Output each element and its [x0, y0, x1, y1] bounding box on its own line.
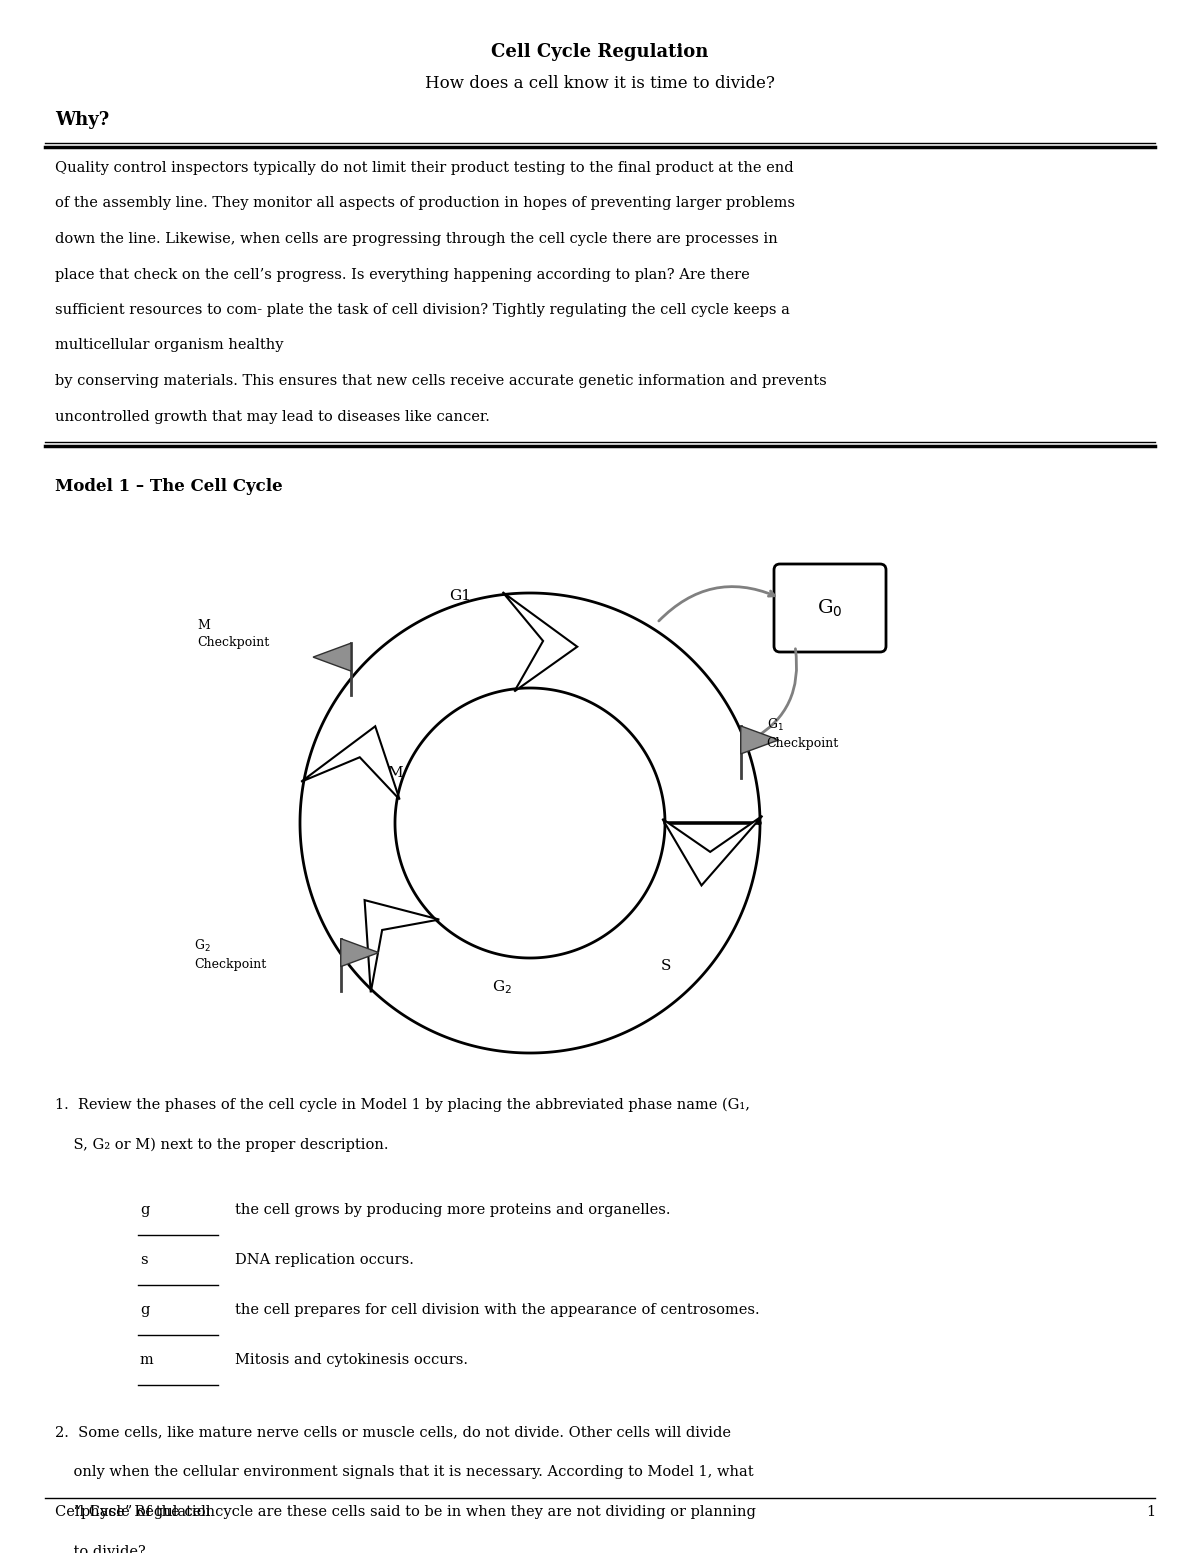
Text: G$_2$
Checkpoint: G$_2$ Checkpoint [193, 938, 266, 971]
Polygon shape [365, 901, 439, 992]
Text: “phase” of the cell cycle are these cells said to be in when they are not dividi: “phase” of the cell cycle are these cell… [55, 1505, 756, 1519]
Polygon shape [503, 592, 577, 691]
Text: Cell Cycle Regulation: Cell Cycle Regulation [55, 1505, 215, 1519]
Text: s: s [140, 1253, 148, 1267]
Text: G$_2$: G$_2$ [492, 978, 512, 995]
Text: G1: G1 [449, 589, 470, 603]
Text: multicellular organism healthy: multicellular organism healthy [55, 339, 283, 353]
Text: to divide?: to divide? [55, 1545, 145, 1553]
Text: G$_1$
Checkpoint: G$_1$ Checkpoint [767, 717, 839, 750]
Text: S: S [660, 960, 671, 974]
Text: Model 1 – The Cell Cycle: Model 1 – The Cell Cycle [55, 478, 283, 495]
Polygon shape [313, 643, 352, 671]
Text: G$_0$: G$_0$ [817, 598, 842, 618]
Text: uncontrolled growth that may lead to diseases like cancer.: uncontrolled growth that may lead to dis… [55, 410, 490, 424]
FancyBboxPatch shape [774, 564, 886, 652]
Text: 1.  Review the phases of the cell cycle in Model 1 by placing the abbreviated ph: 1. Review the phases of the cell cycle i… [55, 1098, 750, 1112]
Polygon shape [301, 727, 400, 800]
Text: Cell Cycle Regulation: Cell Cycle Regulation [491, 43, 709, 61]
Text: S, G₂ or M) next to the proper description.: S, G₂ or M) next to the proper descripti… [55, 1138, 389, 1152]
Polygon shape [300, 593, 760, 1053]
Text: How does a cell know it is time to divide?: How does a cell know it is time to divid… [425, 75, 775, 92]
Text: DNA replication occurs.: DNA replication occurs. [235, 1253, 414, 1267]
Text: place that check on the cell’s progress. Is everything happening according to pl: place that check on the cell’s progress.… [55, 267, 750, 281]
Text: of the assembly line. They monitor all aspects of production in hopes of prevent: of the assembly line. They monitor all a… [55, 197, 796, 211]
Text: g: g [140, 1303, 149, 1317]
Text: 1: 1 [1146, 1505, 1154, 1519]
Text: 2.  Some cells, like mature nerve cells or muscle cells, do not divide. Other ce: 2. Some cells, like mature nerve cells o… [55, 1426, 731, 1440]
Polygon shape [341, 938, 379, 966]
Text: M
Checkpoint: M Checkpoint [197, 620, 269, 649]
Text: sufficient resources to com- plate the task of cell division? Tightly regulating: sufficient resources to com- plate the t… [55, 303, 790, 317]
Text: the cell prepares for cell division with the appearance of centrosomes.: the cell prepares for cell division with… [235, 1303, 760, 1317]
Text: the cell grows by producing more proteins and organelles.: the cell grows by producing more protein… [235, 1204, 671, 1218]
Polygon shape [662, 815, 762, 885]
Text: by conserving materials. This ensures that new cells receive accurate genetic in: by conserving materials. This ensures th… [55, 374, 827, 388]
Text: down the line. Likewise, when cells are progressing through the cell cycle there: down the line. Likewise, when cells are … [55, 231, 778, 245]
Text: Mitosis and cytokinesis occurs.: Mitosis and cytokinesis occurs. [235, 1353, 468, 1367]
Text: m: m [140, 1353, 154, 1367]
Text: Why?: Why? [55, 110, 109, 129]
Text: g: g [140, 1204, 149, 1218]
Text: Quality control inspectors typically do not limit their product testing to the f: Quality control inspectors typically do … [55, 162, 793, 175]
Text: only when the cellular environment signals that it is necessary. According to Mo: only when the cellular environment signa… [55, 1464, 754, 1478]
Text: M: M [388, 766, 403, 780]
Polygon shape [740, 725, 779, 753]
